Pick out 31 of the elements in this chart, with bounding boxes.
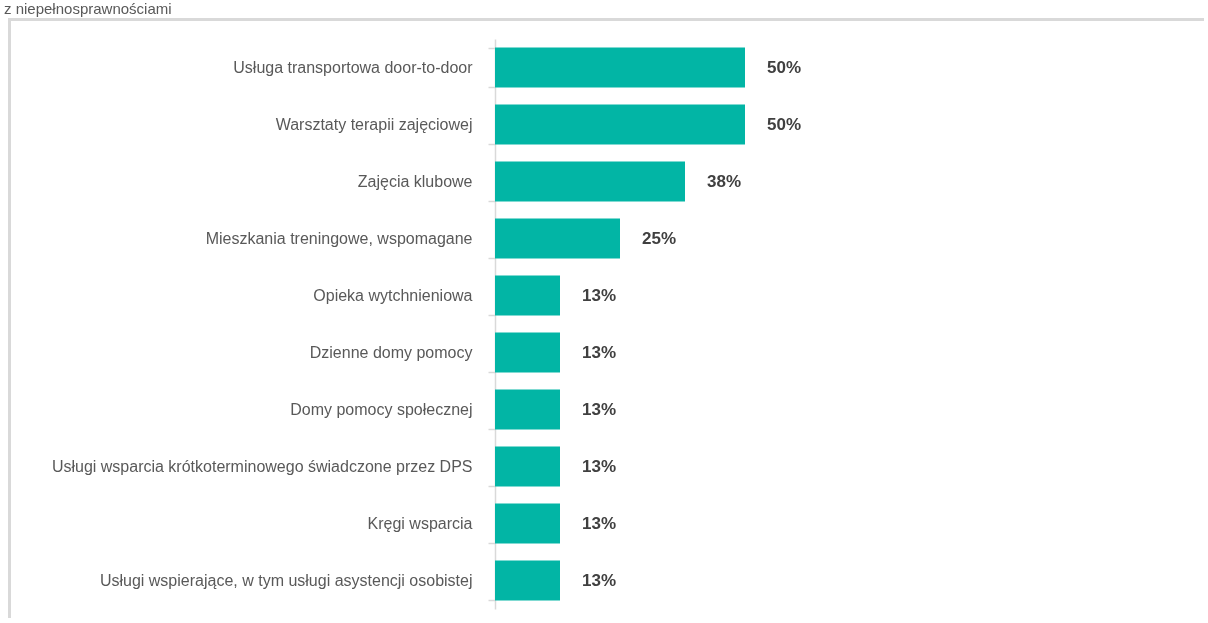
- data-label: 13%: [582, 513, 617, 533]
- data-label: 50%: [767, 114, 802, 134]
- bar: [495, 503, 560, 544]
- bar: [495, 47, 745, 88]
- y-tick-label: Warsztaty terapii zajęciowej: [275, 116, 473, 133]
- y-tick-label: Dzienne domy pomocy: [309, 344, 473, 361]
- bar: [495, 161, 685, 202]
- bar: [495, 446, 560, 487]
- bar: [495, 560, 560, 601]
- data-label: 13%: [582, 456, 617, 476]
- text: z niepełnosprawnościami: [4, 0, 172, 17]
- y-tick-label: Kręgi wsparcia: [367, 515, 473, 532]
- y-tick-label: Usługa transportowa door-to-door: [233, 59, 474, 76]
- bar: [495, 389, 560, 430]
- y-tick-label: Mieszkania treningowe, wspomagane: [205, 230, 473, 247]
- bar: [495, 275, 560, 316]
- y-tick-label: Usługi wspierające, w tym usługi asystencji osobistej: [99, 572, 473, 589]
- y-tick-label: Zajęcia klubowe: [357, 173, 473, 190]
- data-label: 13%: [582, 342, 617, 362]
- data-label: 25%: [642, 228, 677, 248]
- y-tick-label: Domy pomocy społecznej: [290, 401, 473, 418]
- bar: [495, 104, 745, 145]
- data-label: 13%: [582, 285, 617, 305]
- y-tick-label: Usługi wsparcia krótkoterminowego świadczone przez DPS: [51, 458, 473, 475]
- data-label: 38%: [707, 171, 742, 191]
- y-tick-label: Opieka wytchnieniowa: [313, 287, 473, 304]
- data-label: 13%: [582, 570, 617, 590]
- bar: [495, 332, 560, 373]
- bar: [495, 218, 620, 259]
- data-label: 13%: [582, 399, 617, 419]
- data-label: 50%: [767, 57, 802, 77]
